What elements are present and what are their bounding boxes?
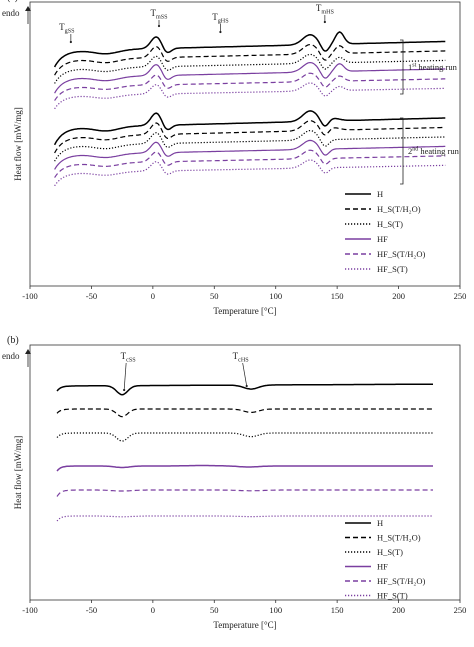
series-line — [56, 464, 433, 472]
legend-label: HF_S(T) — [377, 264, 408, 274]
series-line — [54, 61, 446, 94]
series-line — [54, 139, 446, 170]
annotation-arrow-head — [157, 24, 161, 28]
plot-frame — [29, 344, 461, 601]
annotation-label: TcSS — [121, 351, 137, 364]
x-tick-label: 100 — [269, 291, 282, 301]
x-tick-label: -50 — [86, 605, 97, 615]
x-tick-label: 200 — [392, 291, 405, 301]
legend-label: H_S(T) — [377, 219, 403, 229]
series-line — [54, 72, 446, 101]
legend-label: H_S(T/H₂O) — [377, 204, 421, 214]
legend-label: HF_S(T/H₂O) — [377, 576, 425, 586]
series-line — [54, 53, 446, 84]
x-tick-label: 50 — [210, 291, 219, 301]
x-tick-label: -50 — [86, 291, 97, 301]
heating-run-label: 1st heating run — [408, 62, 458, 72]
annotation-label: TgSS — [59, 22, 75, 35]
x-tick-label: 250 — [454, 605, 467, 615]
heating-run-label: 2nd heating run — [408, 146, 460, 156]
panel-b: (b) endo Heat flow [mW/mg] -100 -50 0 50 100 150… — [2, 335, 466, 630]
x-tick-label: 50 — [210, 605, 219, 615]
legend-label: HF — [377, 234, 388, 244]
legend-label: H — [377, 189, 383, 199]
panel-a: (a) endo Heat flow [mW/mg] -100 -50 0 50 100 150… — [2, 0, 466, 316]
annotation-arrow — [242, 362, 248, 387]
series-line — [54, 82, 446, 110]
legend-label: HF_S(T) — [377, 591, 408, 601]
heating-run-bracket — [400, 117, 404, 185]
y-axis-label: Heat flow [mW/mg] — [13, 436, 23, 509]
x-tick-label: -100 — [22, 291, 38, 301]
legend-label: HF — [377, 562, 388, 572]
annotation-label: TcHS — [233, 351, 250, 364]
heating-run-bracket — [400, 39, 404, 95]
series-line — [56, 432, 433, 442]
annotation-arrow-head — [123, 388, 126, 392]
legend-label: H_S(T/H₂O) — [377, 533, 421, 543]
series-line — [53, 110, 446, 146]
x-tick-label: 150 — [331, 605, 344, 615]
endo-arrow-head — [25, 6, 31, 11]
x-tick-label: -100 — [22, 605, 38, 615]
annotation-arrow-head — [69, 40, 72, 44]
endo-arrow-head — [25, 349, 31, 354]
x-tick-label: 200 — [392, 605, 405, 615]
annotation-arrow-head — [245, 384, 248, 388]
series-line — [53, 31, 446, 68]
series-line — [56, 383, 433, 396]
panel-label: (b) — [7, 335, 19, 346]
plot-frame — [29, 1, 461, 287]
x-axis-label: Temperature [°C] — [213, 306, 276, 316]
x-tick-label: 100 — [269, 605, 282, 615]
series-line — [54, 43, 446, 76]
legend-label: HF_S(T/H₂O) — [377, 249, 425, 259]
panel-label: (a) — [7, 0, 18, 3]
legend-label: H_S(T) — [377, 547, 403, 557]
x-tick-label: 0 — [151, 291, 155, 301]
series-line — [56, 489, 433, 497]
legend-label: H — [377, 518, 383, 528]
x-tick-label: 0 — [151, 605, 155, 615]
annotation-label: TgHS — [212, 12, 229, 25]
endo-label: endo — [2, 351, 20, 361]
series-line — [56, 408, 433, 418]
annotation-arrow — [123, 362, 127, 391]
x-tick-label: 150 — [331, 291, 344, 301]
x-tick-label: 250 — [454, 291, 467, 301]
annotation-arrow-head — [323, 20, 326, 24]
annotation-arrow-head — [219, 30, 222, 34]
series-line — [54, 149, 446, 178]
annotation-label: TmHS — [316, 3, 335, 16]
annotation-label: TmSS — [150, 8, 168, 21]
x-axis-label: Temperature [°C] — [213, 620, 276, 630]
endo-label: endo — [2, 8, 20, 18]
series-line — [54, 159, 446, 187]
series-line — [56, 515, 433, 522]
y-axis-label: Heat flow [mW/mg] — [13, 107, 23, 180]
